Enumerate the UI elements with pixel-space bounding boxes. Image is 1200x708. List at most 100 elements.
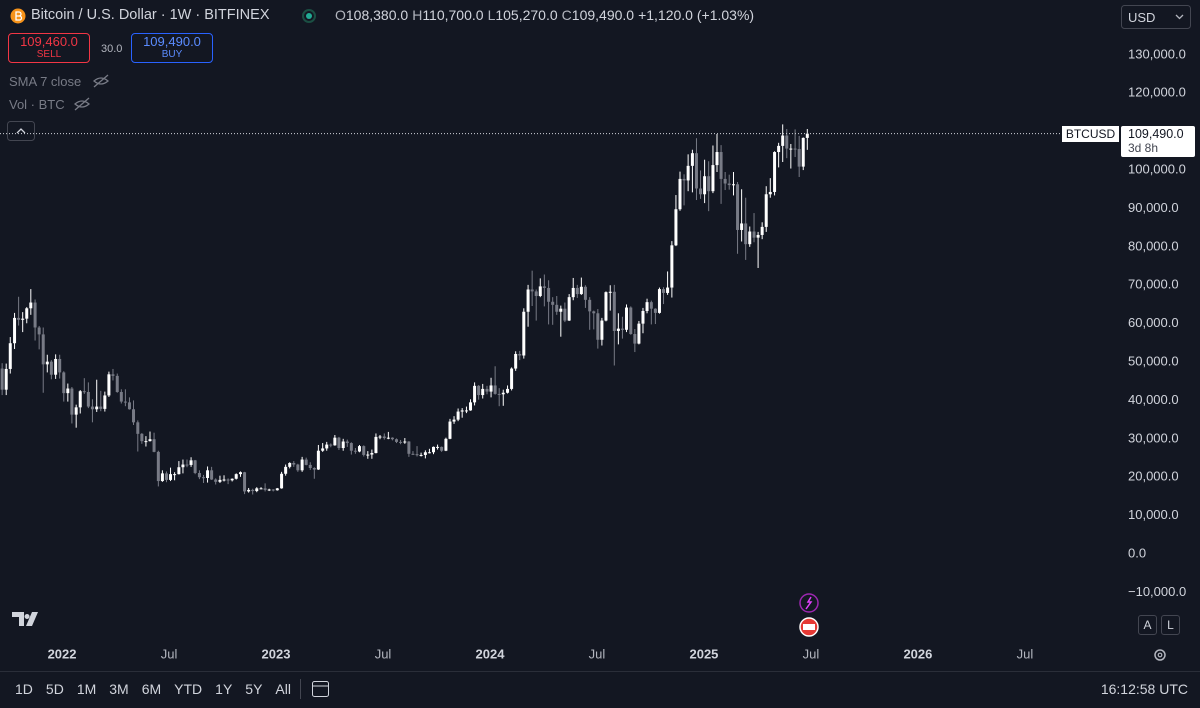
currency-select[interactable] [1121,5,1191,29]
candle-body [703,176,707,195]
buy-button[interactable]: 109,490.0 BUY [131,33,213,63]
candle-body [45,361,49,365]
candle-body [103,395,107,409]
candle-body [308,464,312,469]
candle-body [362,446,366,455]
candle-body [374,436,378,454]
candle-body [514,353,518,369]
candle-body [530,289,534,292]
candle-body [288,463,292,467]
calendar-icon[interactable] [312,681,329,697]
market-status[interactable] [302,9,316,23]
candle-body [386,437,390,439]
candle-body [744,223,748,245]
range-button[interactable]: 1M [76,681,97,697]
x-tick-label: Jul [375,646,392,661]
candle-body [727,183,731,186]
chevron [16,128,26,134]
logo[interactable] [12,612,38,626]
candle-body [189,460,193,465]
candle-body [160,473,164,482]
candle-body [210,470,214,480]
candle-body [173,474,177,476]
candle-body [436,446,440,448]
ohlc-value: 108,380.0 [345,7,409,23]
event-icon[interactable] [799,593,819,613]
log-scale-button[interactable]: L [1161,615,1180,635]
range-button[interactable]: 5D [45,681,64,697]
candle-body [156,451,160,482]
y-tick-label: 120,000.0 [1128,85,1186,100]
range-button[interactable]: All [275,681,291,697]
candle-body [596,313,600,340]
y-tick-label: 90,000.0 [1128,200,1179,215]
candle-body [456,411,460,420]
candle-body [316,450,320,470]
candle-body [218,479,222,482]
visibility-icon[interactable] [93,74,109,88]
candle-body [657,289,661,313]
visibility-icon[interactable] [74,97,90,111]
coin-glyph [15,11,23,21]
y-tick-label: −10,000.0 [1128,584,1186,599]
candle-body [600,320,604,340]
candle-body [612,291,616,331]
range-button[interactable]: 6M [141,681,162,697]
range-button[interactable]: 1D [15,681,33,697]
candle-body [760,226,764,235]
candle-body [86,391,90,407]
candles [0,124,809,495]
y-tick-label: 20,000.0 [1128,469,1179,484]
candle-body [756,234,760,238]
candle-body [378,436,382,438]
candle-body [70,388,74,415]
candle-body [0,368,4,390]
range-button[interactable]: 5Y [245,681,263,697]
collapse-button[interactable] [7,121,35,141]
ohlc-value: 109,490.0 [571,7,635,23]
currency[interactable]: USD [1128,10,1156,25]
candle-body [74,407,78,415]
candle-body [740,223,744,230]
indicator[interactable]: SMA 7 close [9,74,82,89]
range-button[interactable]: 3M [109,681,129,697]
candle-body [329,444,333,446]
candle-body [13,317,17,344]
candle-body [777,145,781,153]
settings-icon[interactable] [1154,649,1166,661]
candle-body [629,307,633,335]
candle-body [222,479,226,481]
auto-scale-button[interactable]: A [1138,615,1157,635]
candle-body [119,391,123,402]
candle-body [226,479,230,481]
y-tick-label: 100,000.0 [1128,162,1186,177]
y-tick-label: 50,000.0 [1128,353,1179,368]
candle-body [723,178,727,184]
clock: 16:12:58 UTC [1100,681,1188,697]
range-button[interactable]: 1Y [215,681,233,697]
candle-body [489,385,493,392]
candle-body [493,385,497,394]
candle-body [645,302,649,311]
last-price-box: 109,490.0 3d 8h [1121,125,1195,157]
candle-body [169,474,173,480]
candle-body [805,133,809,138]
candle-body [370,453,374,455]
symbol-title[interactable]: Bitcoin / U.S. Dollar · 1W · BITFINEX [31,7,270,23]
market-status-dot [306,13,312,19]
y-tick-label: 10,000.0 [1128,507,1179,522]
indicator[interactable]: Vol · BTC [9,97,65,112]
x-tick-label: Jul [161,646,178,661]
candle-body [764,194,768,227]
sell-button[interactable]: 109,460.0 SELL [8,33,90,63]
candle-body [193,460,197,473]
candle-body [111,374,115,376]
x-tick-label: 2025 [689,646,718,661]
candle-body [711,165,715,192]
candle-body [583,286,587,300]
candle-body [58,358,62,373]
range-button[interactable]: YTD [174,681,203,697]
candle-body [637,323,641,344]
candle-body [337,437,341,449]
candle-body [616,328,620,331]
